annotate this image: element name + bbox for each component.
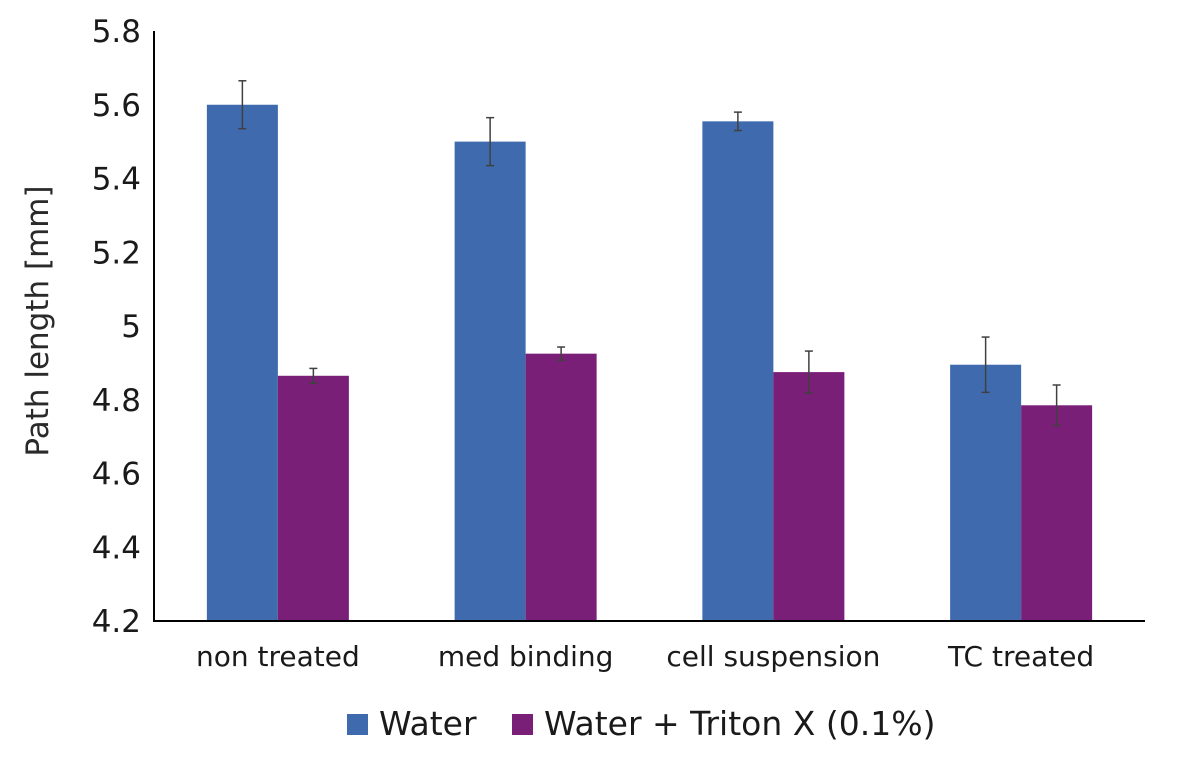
y-tick-label: 5.2 bbox=[92, 235, 141, 271]
bars-group bbox=[206, 104, 1093, 621]
y-tick-label: 5.8 bbox=[92, 14, 141, 50]
legend: Water Water + Triton X (0.1%) bbox=[347, 704, 935, 743]
bar-water-3 bbox=[950, 364, 1022, 621]
legend-swatch-water bbox=[347, 714, 368, 735]
category-label: med binding bbox=[438, 640, 614, 673]
y-tick-label: 4.6 bbox=[92, 457, 141, 493]
y-axis-title: Path length [mm] bbox=[20, 185, 56, 456]
y-tick-label: 4.4 bbox=[92, 530, 141, 566]
y-tick-label: 4.2 bbox=[92, 604, 141, 640]
bar-water-triton-1 bbox=[525, 353, 597, 621]
error-bars-group bbox=[238, 80, 1061, 427]
category-label: non treated bbox=[196, 640, 360, 673]
bar-water-1 bbox=[454, 141, 526, 621]
bar-water-0 bbox=[206, 104, 278, 621]
category-labels: non treated med binding cell suspension TC … bbox=[196, 640, 1094, 673]
y-tick-label: 4.8 bbox=[92, 383, 141, 419]
legend-label-water-triton: Water + Triton X (0.1%) bbox=[544, 704, 935, 743]
bar-water-triton-0 bbox=[277, 375, 349, 621]
y-tick-label: 5 bbox=[121, 309, 141, 345]
category-label: cell suspension bbox=[666, 640, 880, 673]
y-tick-labels: 4.2 4.4 4.6 4.8 5 5.2 5.4 5.6 5.8 bbox=[92, 14, 141, 640]
legend-swatch-water-triton bbox=[512, 714, 533, 735]
bar-water-triton-3 bbox=[1021, 405, 1093, 621]
bar-water-2 bbox=[702, 121, 774, 621]
y-tick-label: 5.6 bbox=[92, 88, 141, 124]
category-label: TC treated bbox=[947, 640, 1094, 673]
bar-water-triton-2 bbox=[773, 372, 845, 621]
legend-label-water: Water bbox=[379, 704, 477, 743]
y-tick-label: 5.4 bbox=[92, 162, 141, 198]
